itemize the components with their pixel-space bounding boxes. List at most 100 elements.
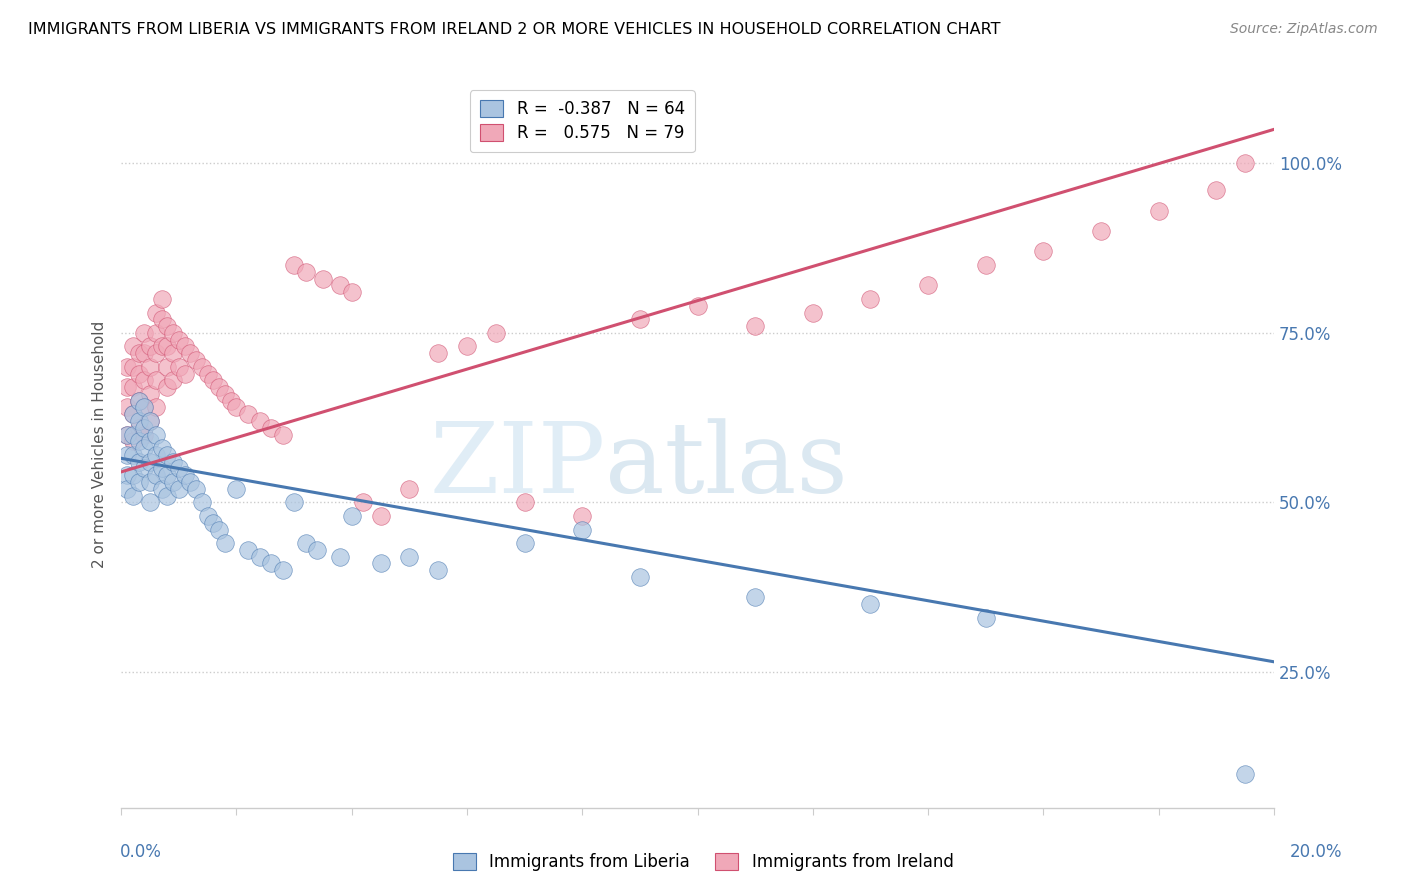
Point — [134, 427, 156, 442]
Text: IMMIGRANTS FROM LIBERIA VS IMMIGRANTS FROM IRELAND 2 OR MORE VEHICLES IN HOUSEHO: IMMIGRANTS FROM LIBERIA VS IMMIGRANTS FR… — [28, 22, 1001, 37]
Text: 20.0%: 20.0% — [1291, 843, 1343, 861]
Point — [139, 414, 162, 428]
Point — [917, 278, 939, 293]
Point — [145, 346, 167, 360]
Point — [115, 448, 138, 462]
Point — [128, 367, 150, 381]
Point — [128, 393, 150, 408]
Point — [134, 373, 156, 387]
Point — [115, 427, 138, 442]
Point — [167, 333, 190, 347]
Point — [370, 508, 392, 523]
Point — [162, 346, 184, 360]
Point — [167, 461, 190, 475]
Point — [974, 258, 997, 272]
Point — [121, 448, 143, 462]
Point — [145, 427, 167, 442]
Point — [121, 339, 143, 353]
Point — [128, 475, 150, 489]
Point — [370, 557, 392, 571]
Point — [121, 427, 143, 442]
Point — [236, 407, 259, 421]
Point — [513, 536, 536, 550]
Point — [128, 434, 150, 449]
Point — [134, 326, 156, 340]
Point — [202, 516, 225, 530]
Point — [139, 475, 162, 489]
Point — [352, 495, 374, 509]
Point — [294, 536, 316, 550]
Point — [249, 414, 271, 428]
Point — [260, 557, 283, 571]
Point — [744, 319, 766, 334]
Point — [485, 326, 508, 340]
Point — [456, 339, 478, 353]
Point — [744, 591, 766, 605]
Point — [115, 380, 138, 394]
Point — [115, 359, 138, 374]
Point — [214, 536, 236, 550]
Point — [145, 373, 167, 387]
Point — [191, 495, 214, 509]
Point — [398, 482, 420, 496]
Point — [294, 265, 316, 279]
Point — [139, 339, 162, 353]
Point — [186, 353, 208, 368]
Point — [208, 380, 231, 394]
Point — [134, 401, 156, 415]
Point — [121, 407, 143, 421]
Point — [115, 427, 138, 442]
Point — [173, 468, 195, 483]
Point — [513, 495, 536, 509]
Point — [628, 570, 651, 584]
Point — [121, 359, 143, 374]
Point — [307, 542, 329, 557]
Point — [249, 549, 271, 564]
Point — [283, 495, 305, 509]
Point — [134, 346, 156, 360]
Point — [139, 414, 162, 428]
Point — [156, 339, 179, 353]
Point — [197, 508, 219, 523]
Point — [145, 468, 167, 483]
Point — [121, 407, 143, 421]
Point — [191, 359, 214, 374]
Point — [128, 393, 150, 408]
Point — [225, 482, 247, 496]
Point — [150, 312, 173, 326]
Point — [145, 401, 167, 415]
Point — [162, 373, 184, 387]
Point — [139, 434, 162, 449]
Point — [260, 421, 283, 435]
Point — [340, 508, 363, 523]
Point — [214, 387, 236, 401]
Text: 0.0%: 0.0% — [120, 843, 162, 861]
Point — [128, 346, 150, 360]
Point — [139, 495, 162, 509]
Legend: Immigrants from Liberia, Immigrants from Ireland: Immigrants from Liberia, Immigrants from… — [444, 845, 962, 880]
Point — [271, 427, 294, 442]
Point — [162, 455, 184, 469]
Point — [225, 401, 247, 415]
Point — [1234, 766, 1257, 780]
Point — [329, 549, 352, 564]
Point — [167, 482, 190, 496]
Point — [197, 367, 219, 381]
Point — [156, 489, 179, 503]
Point — [150, 441, 173, 455]
Point — [859, 292, 882, 306]
Point — [134, 461, 156, 475]
Point — [1032, 244, 1054, 259]
Point — [427, 563, 450, 577]
Point — [156, 380, 179, 394]
Point — [156, 359, 179, 374]
Point — [186, 482, 208, 496]
Point — [398, 549, 420, 564]
Point — [134, 421, 156, 435]
Point — [128, 414, 150, 428]
Point — [859, 597, 882, 611]
Point — [139, 387, 162, 401]
Point — [1147, 203, 1170, 218]
Point — [150, 339, 173, 353]
Point — [329, 278, 352, 293]
